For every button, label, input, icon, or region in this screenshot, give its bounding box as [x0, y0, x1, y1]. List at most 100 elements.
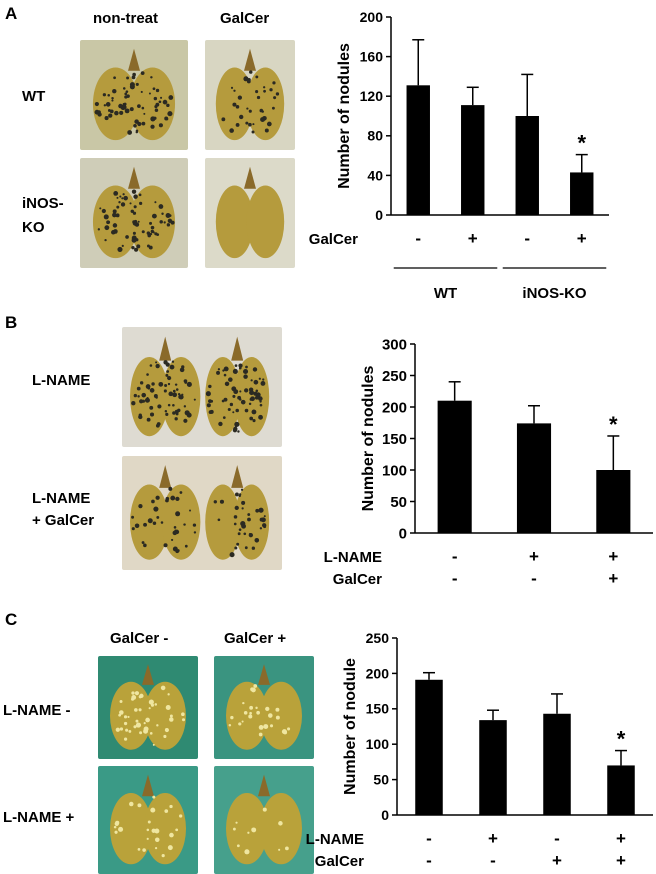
- nodule-spot: [163, 543, 168, 548]
- lung-lobe: [144, 793, 186, 865]
- nodule-spot: [160, 521, 164, 524]
- nodule-spot: [235, 408, 239, 413]
- nodule-spot: [271, 106, 275, 110]
- bar: [406, 85, 430, 215]
- nodule-spot: [108, 113, 113, 118]
- nodule-spot: [143, 728, 149, 734]
- nodule-spot: [163, 734, 167, 739]
- nodule-spot: [238, 398, 242, 401]
- bar: [437, 400, 472, 533]
- bar: [596, 470, 631, 533]
- condition-value: -: [524, 229, 530, 248]
- nodule-spot: [258, 507, 264, 513]
- nodule-spot: [241, 500, 246, 505]
- nodule-spot: [287, 727, 291, 731]
- nodule-spot: [129, 107, 134, 112]
- nodule-spot: [235, 821, 238, 824]
- panel-b-letter: B: [5, 313, 18, 332]
- nodule-spot: [174, 417, 178, 421]
- nodule-spot: [239, 390, 242, 393]
- nodule-spot: [146, 396, 149, 400]
- nodule-spot: [97, 112, 102, 117]
- panel-c-row-label-lname-minus: L-NAME -: [3, 702, 71, 719]
- nodule-spot: [206, 393, 209, 396]
- nodule-spot: [141, 541, 145, 544]
- nodule-spot: [240, 399, 246, 405]
- panel-c-row-label-lname-plus: L-NAME +: [3, 809, 75, 826]
- nodule-spot: [262, 378, 265, 381]
- trachea: [231, 336, 244, 361]
- nodule-spot: [235, 492, 239, 497]
- nodule-spot: [169, 364, 175, 370]
- nodule-spot: [263, 525, 267, 529]
- nodule-spot: [153, 116, 157, 120]
- nodule-spot: [175, 388, 179, 391]
- nodule-spot: [179, 367, 185, 373]
- trachea: [231, 465, 244, 488]
- nodule-spot: [237, 430, 240, 433]
- condition-value: -: [452, 569, 458, 588]
- nodule-spot: [97, 228, 101, 231]
- nodule-spot: [228, 377, 233, 382]
- nodule-spot: [155, 396, 158, 399]
- nodule-spot: [133, 123, 137, 128]
- nodule-spot: [170, 220, 175, 225]
- nodule-spot: [173, 526, 177, 529]
- nodule-spot: [158, 123, 163, 128]
- nodule-spot: [283, 730, 288, 735]
- y-tick-label: 50: [390, 494, 407, 511]
- nodule-spot: [223, 366, 229, 372]
- nodule-spot: [238, 493, 242, 496]
- nodule-spot: [172, 392, 178, 398]
- nodule-spot: [172, 530, 178, 536]
- nodule-spot: [161, 212, 164, 215]
- nodule-spot: [134, 219, 138, 223]
- condition-value: -: [452, 547, 458, 566]
- nodule-spot: [243, 532, 247, 536]
- nodule-spot: [155, 102, 160, 107]
- nodule-spot: [167, 376, 172, 381]
- y-tick-label: 200: [382, 399, 407, 416]
- nodule-spot: [154, 108, 159, 112]
- nodule-spot: [118, 201, 121, 204]
- nodule-spot: [113, 191, 119, 196]
- nodule-spot: [217, 518, 221, 522]
- nodule-spot: [272, 81, 276, 85]
- nodule-spot: [253, 684, 258, 688]
- nodule-spot: [227, 407, 231, 412]
- nodule-spot: [111, 230, 116, 235]
- nodule-spot: [249, 70, 253, 74]
- nodule-spot: [259, 400, 262, 403]
- nodule-spot: [256, 95, 261, 100]
- nodule-spot: [175, 511, 181, 517]
- nodule-spot: [168, 95, 174, 100]
- nodule-spot: [132, 72, 136, 77]
- nodule-spot: [123, 195, 128, 201]
- nodule-spot: [258, 396, 263, 401]
- nodule-spot: [241, 507, 244, 510]
- nodule-spot: [114, 110, 119, 116]
- nodule-spot: [160, 96, 163, 99]
- nodule-spot: [149, 388, 155, 393]
- nodule-spot: [179, 814, 183, 818]
- nodule-spot: [243, 374, 248, 379]
- nodule-spot: [144, 397, 150, 403]
- nodule-spot: [155, 88, 160, 93]
- nodule-spot: [255, 90, 259, 94]
- panel-c-col-label-galcer-minus: GalCer -: [110, 630, 169, 647]
- wt-galcer-lung-photo: [205, 40, 295, 150]
- nodule-spot: [125, 728, 129, 732]
- nodule-spot: [275, 707, 280, 712]
- nodule-spot: [245, 365, 248, 369]
- nodule-spot: [258, 724, 264, 730]
- condition-value: -: [531, 569, 537, 588]
- nodule-spot: [130, 209, 135, 214]
- nodule-spot: [245, 121, 249, 125]
- nodule-spot: [123, 715, 128, 719]
- nodule-spot: [147, 518, 153, 524]
- nodule-spot: [232, 368, 238, 374]
- panel-a-row-label-wt: WT: [22, 88, 46, 105]
- nodule-spot: [134, 708, 138, 712]
- y-tick-label: 120: [360, 88, 384, 104]
- nodule-spot: [222, 369, 225, 372]
